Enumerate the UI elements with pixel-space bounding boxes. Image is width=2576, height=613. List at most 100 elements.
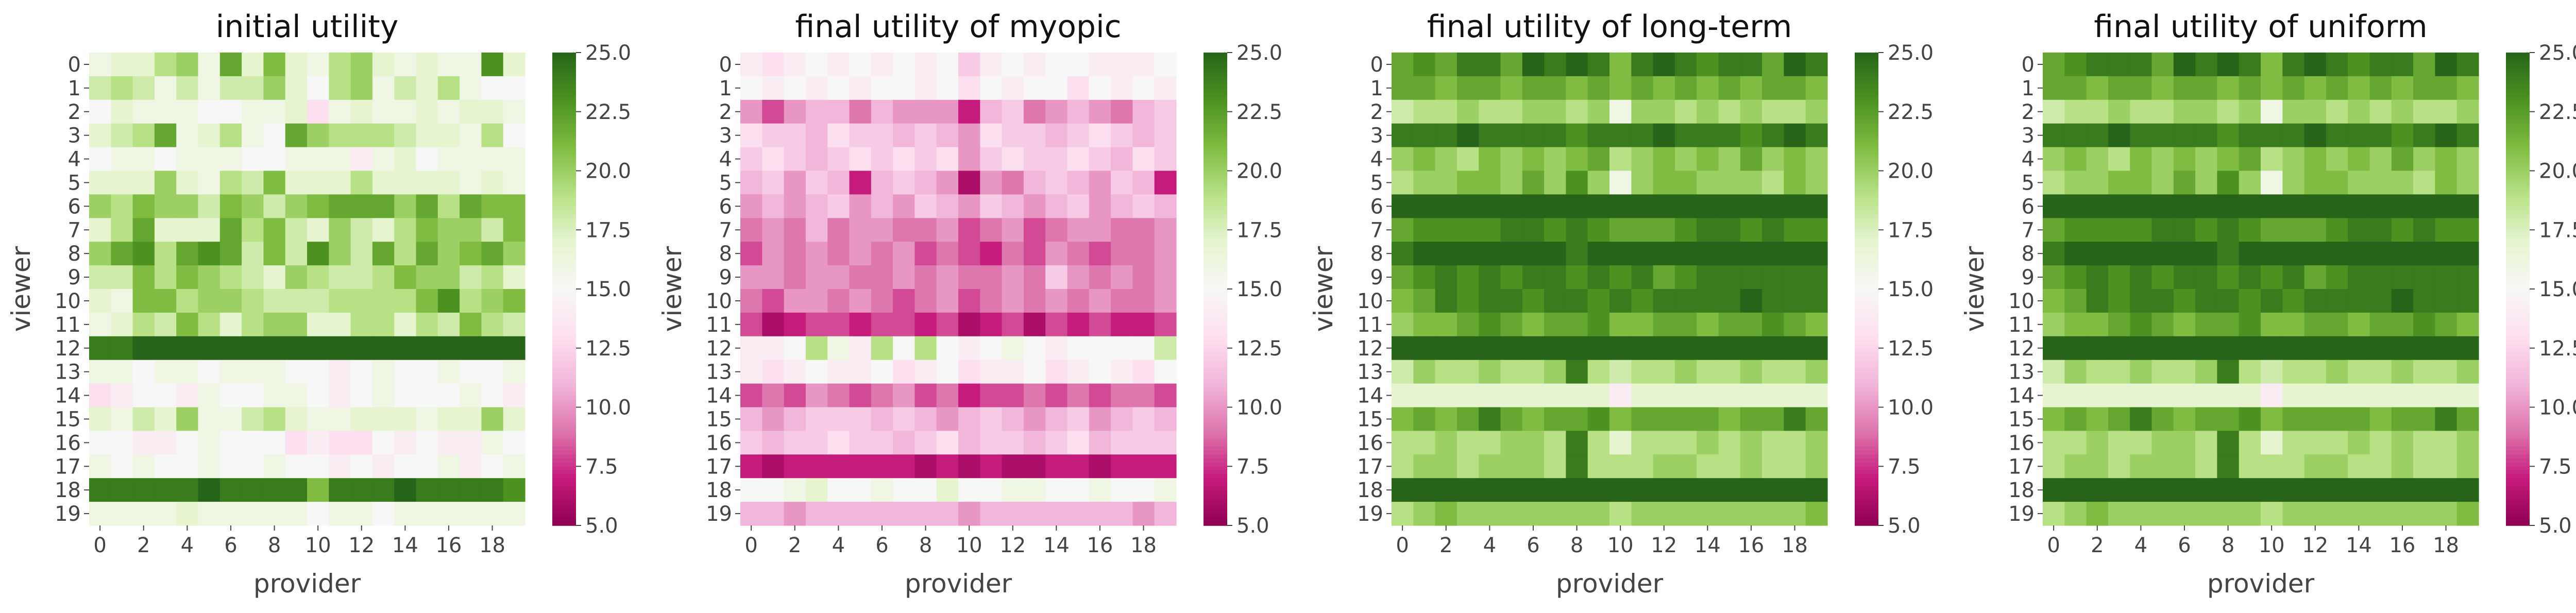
- heatmap-cell: [1067, 289, 1090, 313]
- heatmap-cell: [849, 289, 872, 313]
- heatmap-cell: [2261, 53, 2283, 77]
- heatmap-cell: [1067, 218, 1090, 242]
- heatmap-cell: [198, 383, 221, 408]
- heatmap-cell: [2348, 360, 2370, 384]
- heatmap-cell: [980, 194, 1003, 218]
- colorbar-segment: [2506, 293, 2530, 298]
- heatmap-cell: [1413, 123, 1436, 148]
- heatmap-cell: [2282, 454, 2305, 479]
- heatmap-cell: [416, 242, 438, 266]
- heatmap-cell: [1805, 478, 1828, 502]
- heatmap-cell: [132, 431, 155, 455]
- heatmap-cell: [2064, 171, 2087, 195]
- heatmap-cell: [871, 171, 893, 195]
- heatmap-cell: [1413, 383, 1436, 408]
- heatmap-cell: [871, 454, 893, 479]
- colorbar-segment: [552, 249, 576, 254]
- colorbar-segment: [2506, 391, 2530, 396]
- heatmap-cell: [1522, 53, 1545, 77]
- heatmap-cell: [1392, 289, 1414, 313]
- y-tick-label: 15: [1357, 407, 1383, 431]
- heatmap-cell: [111, 312, 133, 337]
- heatmap-cell: [740, 123, 762, 148]
- colorbar-segment: [2506, 435, 2530, 439]
- heatmap-cell: [350, 76, 373, 100]
- heatmap-cell: [198, 478, 221, 502]
- heatmap-cell: [1674, 478, 1697, 502]
- heatmap-cell: [1740, 76, 1762, 100]
- heatmap-cell: [784, 336, 806, 361]
- heatmap-cell: [2239, 53, 2261, 77]
- heatmap-cell: [805, 76, 828, 100]
- heatmap-cell: [2130, 502, 2153, 526]
- heatmap-cell: [2217, 194, 2240, 218]
- heatmap-cell: [2435, 360, 2458, 384]
- colorbar-segment: [1204, 111, 1227, 116]
- heatmap-cell: [1631, 383, 1654, 408]
- heatmap-cell: [893, 123, 915, 148]
- heatmap-cell: [437, 312, 460, 337]
- heatmap-cell: [2369, 265, 2392, 290]
- heatmap-cell: [2239, 171, 2261, 195]
- colorbar-segment: [1204, 399, 1227, 404]
- heatmap-cell: [1762, 265, 1784, 290]
- heatmap-cell: [132, 171, 155, 195]
- heatmap-cell: [784, 265, 806, 290]
- colorbar-segment: [1204, 324, 1227, 329]
- heatmap-cell: [1111, 194, 1133, 218]
- colorbar-segment: [552, 104, 576, 108]
- heatmap-cell: [89, 147, 111, 172]
- heatmap-cell: [176, 147, 199, 172]
- heatmap-cell: [329, 407, 351, 431]
- colorbar-segment: [552, 387, 576, 392]
- heatmap-cell: [740, 218, 762, 242]
- heatmap-cell: [1392, 336, 1414, 361]
- heatmap-cell: [2261, 123, 2283, 148]
- heatmap-cell: [1045, 265, 1068, 290]
- heatmap-cell: [1609, 383, 1632, 408]
- heatmap-cell: [1762, 171, 1784, 195]
- heatmap-cell: [111, 265, 133, 290]
- colorbar-segment: [552, 435, 576, 439]
- heatmap-cell: [2348, 171, 2370, 195]
- colorbar-segment: [552, 190, 576, 195]
- heatmap-cell: [2108, 431, 2130, 455]
- heatmap-cell: [1522, 99, 1545, 124]
- heatmap-cell: [827, 454, 850, 479]
- heatmap-cell: [437, 171, 460, 195]
- heatmap-cell: [111, 53, 133, 77]
- heatmap-cell: [2217, 360, 2240, 384]
- heatmap-cell: [2456, 312, 2479, 337]
- heatmap-cell: [1413, 431, 1436, 455]
- heatmap-cell: [2435, 99, 2458, 124]
- colorbar-segment: [1204, 297, 1227, 301]
- colorbar-segment: [552, 135, 576, 140]
- heatmap-cell: [849, 194, 872, 218]
- heatmap-cell: [2043, 383, 2065, 408]
- heatmap-cell: [2369, 431, 2392, 455]
- heatmap-cell: [1544, 454, 1566, 479]
- heatmap-cell: [2391, 383, 2414, 408]
- heatmap-cell: [1522, 289, 1545, 313]
- heatmap-cell: [416, 194, 438, 218]
- heatmap-cell: [2304, 454, 2327, 479]
- heatmap-cell: [350, 147, 373, 172]
- colorbar-segment: [1855, 517, 1878, 522]
- heatmap-cell: [784, 454, 806, 479]
- heatmap-cell: [1609, 242, 1632, 266]
- heatmap-cell: [2326, 383, 2348, 408]
- heatmap-cell: [2326, 123, 2348, 148]
- colorbar-segment: [2506, 56, 2530, 61]
- heatmap-cell: [2391, 123, 2414, 148]
- heatmap-cell: [1154, 194, 1177, 218]
- heatmap-cell: [936, 360, 959, 384]
- colorbar-segment: [552, 517, 576, 522]
- heatmap-cell: [1587, 312, 1610, 337]
- y-tick-label: 10: [2008, 290, 2035, 313]
- heatmap-cell: [154, 53, 177, 77]
- heatmap-cell: [936, 383, 959, 408]
- colorbar-segment: [1204, 391, 1227, 396]
- heatmap-cell: [1522, 431, 1545, 455]
- heatmap-cell: [936, 218, 959, 242]
- heatmap-cell: [1674, 502, 1697, 526]
